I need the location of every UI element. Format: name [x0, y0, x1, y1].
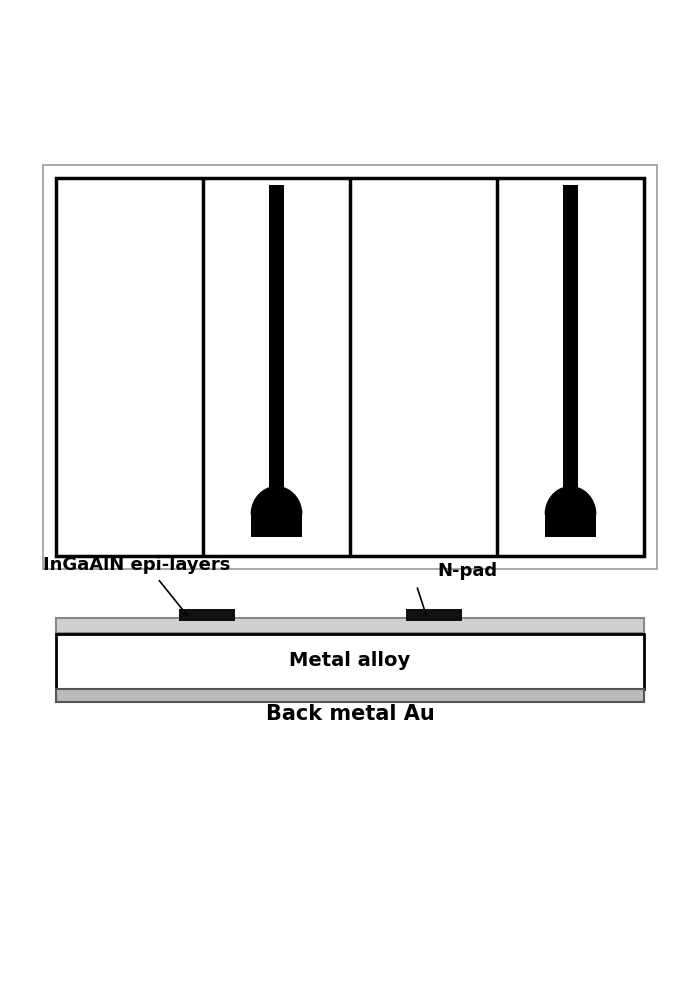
- Bar: [43, 165, 657, 569]
- Text: InGaAlN epi-layers: InGaAlN epi-layers: [43, 556, 230, 574]
- Bar: [178, 609, 234, 621]
- Bar: [56, 689, 644, 702]
- Text: N-pad: N-pad: [438, 562, 498, 580]
- Polygon shape: [251, 487, 302, 514]
- Bar: [251, 514, 302, 537]
- Bar: [270, 185, 284, 488]
- Bar: [56, 634, 644, 689]
- Bar: [545, 514, 596, 537]
- Bar: [56, 618, 644, 633]
- Bar: [56, 178, 644, 556]
- Bar: [406, 609, 462, 621]
- Polygon shape: [545, 487, 596, 514]
- Text: Back metal Au: Back metal Au: [265, 704, 435, 724]
- Bar: [564, 185, 577, 488]
- Text: Metal alloy: Metal alloy: [289, 652, 411, 670]
